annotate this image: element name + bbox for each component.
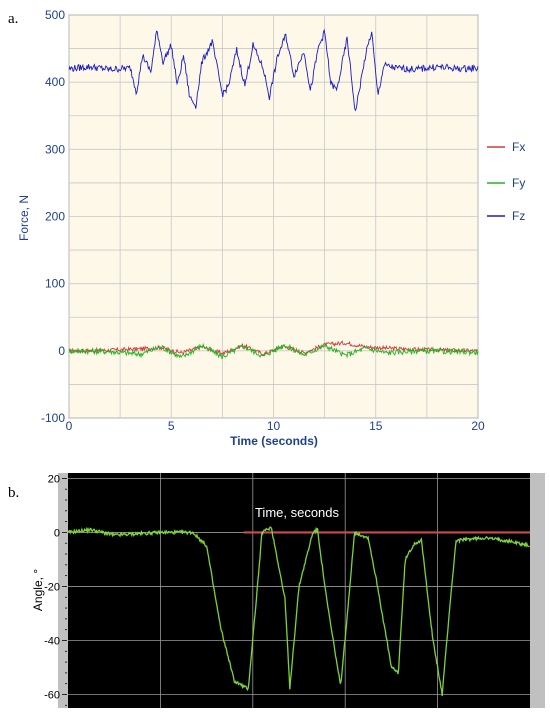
angle-y-tick-label: 0 (54, 527, 60, 539)
force-x-ticks: 0 5 10 15 20 (66, 419, 485, 433)
force-grid (68, 14, 479, 419)
panel-b-label: b. (8, 485, 19, 501)
angle-series (67, 526, 530, 697)
force-y-tick-label: -100 (41, 411, 65, 425)
legend-label-fz: Fz (512, 209, 525, 223)
force-x-tick-label: 0 (66, 419, 73, 433)
force-series-fy (68, 342, 479, 360)
force-x-tick-label: 5 (168, 419, 175, 433)
force-y-tick-label: 200 (45, 210, 65, 224)
force-y-tick-label: 0 (58, 344, 65, 358)
force-y-ticks: -100 0 100 200 300 400 500 (41, 8, 65, 425)
angle-y-tick-label: 20 (48, 473, 60, 485)
force-y-axis-title: Force, N (17, 195, 31, 241)
force-x-tick-label: 15 (369, 419, 383, 433)
angle-chart: 20 0 -20 -40 -60 Angle, ° Time, seconds (31, 473, 545, 708)
angle-series (67, 526, 530, 697)
force-legend: Fx Fy Fz (487, 140, 525, 223)
force-series (68, 28, 479, 360)
legend-label-fx: Fx (512, 140, 525, 154)
panel-a-label: a. (8, 11, 18, 27)
angle-y-ticks: 20 0 -20 -40 -60 (44, 473, 67, 706)
force-x-tick-label: 10 (267, 419, 281, 433)
force-y-tick-label: 100 (45, 277, 65, 291)
force-y-tick-label: 500 (45, 8, 65, 22)
angle-y-tick-label: -40 (44, 635, 60, 647)
force-series-fz (68, 28, 479, 112)
force-x-axis-title: Time (seconds) (230, 434, 318, 448)
legend-label-fy: Fy (512, 176, 525, 190)
angle-y-tick-label: -60 (44, 689, 60, 701)
angle-annotation: Time, seconds (255, 505, 340, 520)
force-y-tick-label: 300 (45, 142, 65, 156)
angle-y-tick-label: -20 (44, 581, 60, 593)
angle-y-axis-title: Angle, ° (31, 569, 45, 611)
force-x-tick-label: 20 (471, 419, 485, 433)
force-y-tick-label: 400 (45, 75, 65, 89)
